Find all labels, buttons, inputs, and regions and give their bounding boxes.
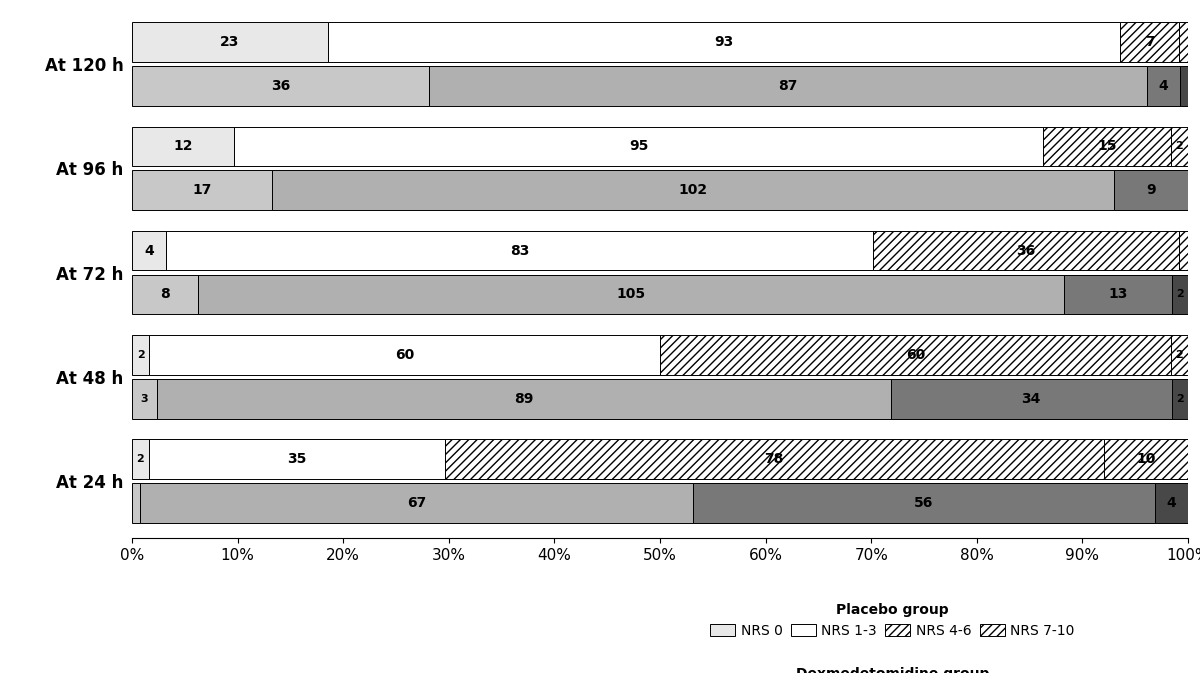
Bar xyxy=(444,439,1104,479)
Text: 67: 67 xyxy=(407,496,426,510)
Bar xyxy=(1043,127,1171,166)
Bar xyxy=(166,231,872,271)
Bar xyxy=(132,231,166,271)
Text: 2: 2 xyxy=(1176,350,1183,360)
Bar xyxy=(1154,483,1188,523)
Bar xyxy=(149,439,444,479)
Bar xyxy=(234,127,1043,166)
Text: 87: 87 xyxy=(778,79,798,93)
Bar xyxy=(1104,439,1188,479)
Bar xyxy=(132,379,157,419)
Text: 2: 2 xyxy=(1176,289,1183,299)
Legend: NRS 0, NRS 1-3, NRS 4-6, NRS 7-10: NRS 0, NRS 1-3, NRS 4-6, NRS 7-10 xyxy=(710,667,1075,673)
Bar xyxy=(328,22,1120,62)
Text: 36: 36 xyxy=(271,79,290,93)
Text: 4: 4 xyxy=(1166,496,1176,510)
Text: 9: 9 xyxy=(1146,183,1156,197)
Bar xyxy=(1171,127,1188,166)
Text: 78: 78 xyxy=(764,452,784,466)
Bar xyxy=(157,379,890,419)
Bar xyxy=(1180,22,1188,62)
Text: 89: 89 xyxy=(514,392,534,406)
Text: 2: 2 xyxy=(1176,141,1183,151)
Bar xyxy=(890,379,1171,419)
Bar xyxy=(132,127,234,166)
Text: 3: 3 xyxy=(140,394,148,404)
Text: 10: 10 xyxy=(1136,452,1156,466)
Text: 60: 60 xyxy=(395,348,414,362)
Text: 83: 83 xyxy=(510,244,529,258)
Bar xyxy=(1180,231,1188,271)
Bar xyxy=(1171,335,1188,375)
Text: 17: 17 xyxy=(192,183,212,197)
Text: 95: 95 xyxy=(629,139,648,153)
Bar xyxy=(694,483,1154,523)
Text: 2: 2 xyxy=(137,454,144,464)
Bar xyxy=(132,66,430,106)
Text: 4: 4 xyxy=(144,244,154,258)
Text: 102: 102 xyxy=(678,183,708,197)
Bar xyxy=(660,335,1171,375)
Bar xyxy=(132,439,149,479)
Bar xyxy=(272,170,1114,210)
Text: 23: 23 xyxy=(221,35,240,49)
Bar xyxy=(132,483,140,523)
Text: 105: 105 xyxy=(617,287,646,302)
Bar xyxy=(872,231,1180,271)
Bar xyxy=(132,335,149,375)
Bar xyxy=(1147,66,1180,106)
Text: 36: 36 xyxy=(1016,244,1036,258)
Bar xyxy=(1171,379,1188,419)
Bar xyxy=(1180,66,1188,106)
Bar xyxy=(1120,22,1180,62)
Text: 60: 60 xyxy=(906,348,925,362)
Bar xyxy=(1064,275,1171,314)
Text: 12: 12 xyxy=(173,139,193,153)
Text: 8: 8 xyxy=(160,287,170,302)
Text: 13: 13 xyxy=(1108,287,1128,302)
Text: 35: 35 xyxy=(287,452,306,466)
Bar xyxy=(132,22,328,62)
Text: 2: 2 xyxy=(1176,394,1183,404)
Bar xyxy=(132,170,272,210)
Bar xyxy=(149,335,660,375)
Text: 15: 15 xyxy=(1097,139,1117,153)
Bar xyxy=(132,275,198,314)
Text: 56: 56 xyxy=(914,496,934,510)
Bar xyxy=(430,66,1147,106)
Text: 4: 4 xyxy=(1158,79,1168,93)
Text: 7: 7 xyxy=(1145,35,1154,49)
Text: 93: 93 xyxy=(714,35,733,49)
Bar xyxy=(1171,275,1188,314)
Bar xyxy=(1114,170,1188,210)
Text: 2: 2 xyxy=(137,350,144,360)
Text: 34: 34 xyxy=(1021,392,1040,406)
Bar xyxy=(198,275,1064,314)
Bar xyxy=(140,483,694,523)
